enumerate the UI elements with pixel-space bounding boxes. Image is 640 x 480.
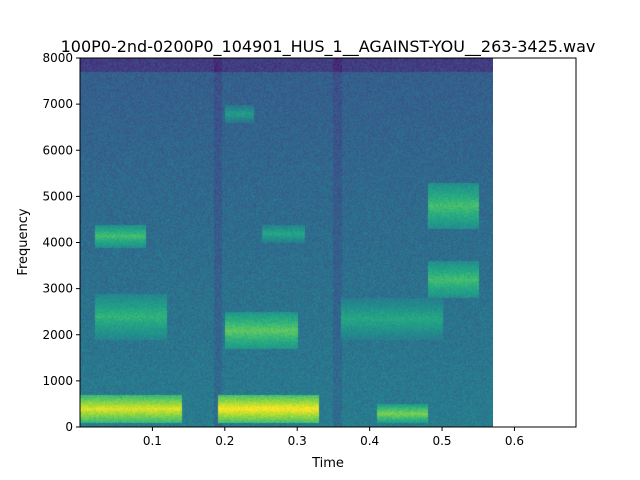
x-tick-label: 0.1: [143, 434, 162, 448]
chart-title: 100P0-2nd-0200P0_104901_HUS_1__AGAINST-Y…: [61, 37, 596, 57]
x-axis: 0.1 0.2 0.3 0.4 0.5 0.6: [143, 427, 524, 448]
y-tick-label: 5000: [42, 189, 73, 203]
y-tick-label: 1000: [42, 374, 73, 388]
y-axis-label: Frequency: [16, 208, 31, 275]
plot-area: [79, 57, 577, 428]
x-axis-label: Time: [311, 456, 344, 471]
spectrogram-image: [80, 58, 493, 427]
x-tick-label: 0.4: [360, 434, 379, 448]
y-tick-label: 3000: [42, 282, 73, 296]
x-tick-label: 0.5: [432, 434, 451, 448]
y-tick-label: 6000: [42, 143, 73, 157]
y-tick-label: 0: [65, 420, 73, 434]
y-tick-label: 8000: [42, 51, 73, 65]
y-tick-label: 7000: [42, 97, 73, 111]
y-tick-label: 2000: [42, 328, 73, 342]
x-tick-label: 0.2: [215, 434, 234, 448]
y-tick-label: 4000: [42, 236, 73, 250]
y-axis: 0 1000 2000 3000 4000 5000 6000 7000 8000: [42, 51, 80, 434]
x-tick-label: 0.6: [505, 434, 524, 448]
x-tick-label: 0.3: [288, 434, 307, 448]
